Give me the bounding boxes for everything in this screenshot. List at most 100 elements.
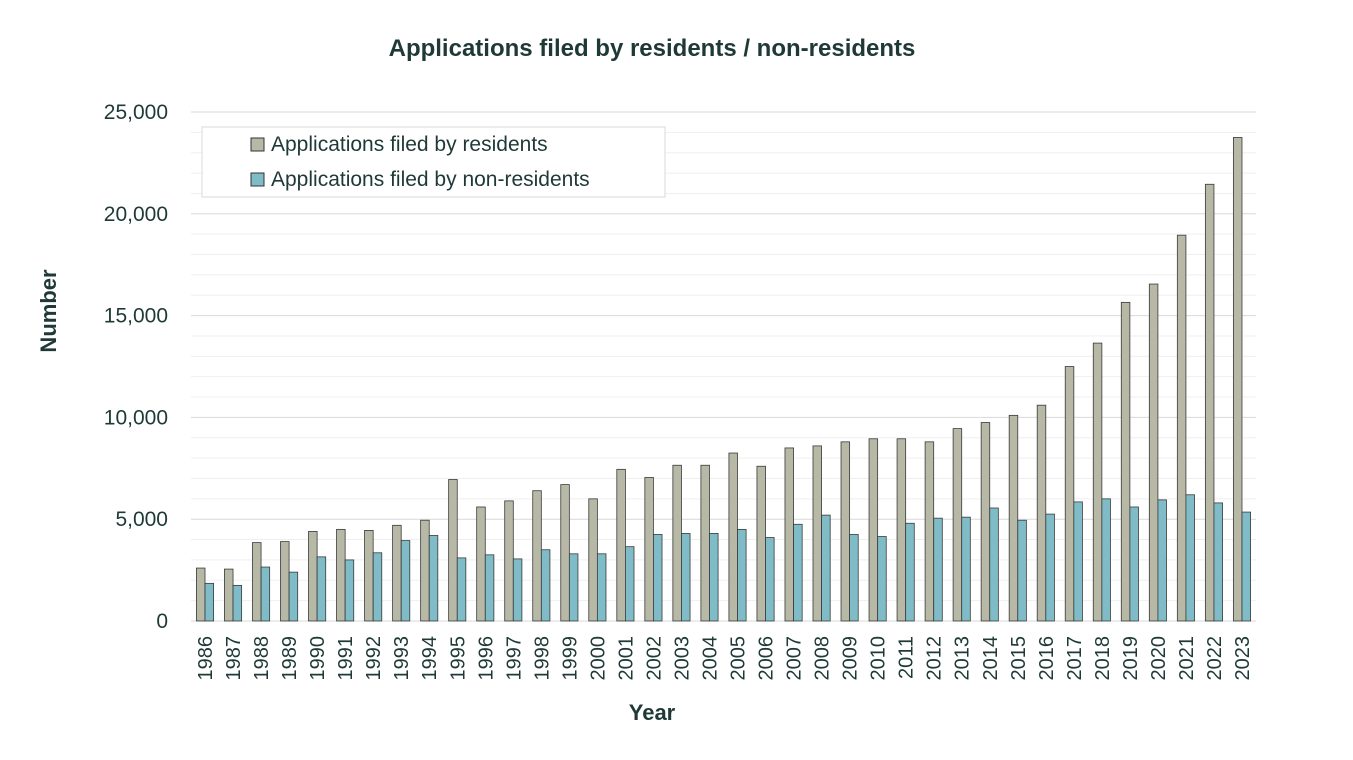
x-tick-label: 2019 bbox=[1120, 636, 1142, 681]
bar-residents-2005 bbox=[728, 452, 738, 622]
x-tick-label: 1996 bbox=[475, 636, 497, 681]
x-tick-label: 2013 bbox=[952, 636, 974, 681]
bar-residents-2011 bbox=[896, 438, 907, 622]
y-tick-label: 5,000 bbox=[115, 508, 168, 531]
x-axis-title: Year bbox=[629, 700, 676, 725]
bar-non-residents-1992 bbox=[372, 552, 383, 622]
bar-non-residents-2011 bbox=[905, 522, 915, 622]
legend-box bbox=[201, 126, 666, 198]
bar-non-residents-1986 bbox=[204, 582, 215, 622]
x-tick-label: 1997 bbox=[503, 636, 525, 681]
x-axis-ticks: 1986 1987 1988 1989 1990 1991 1992 1993 1994 1995… bbox=[195, 636, 1254, 681]
x-tick-label: 2018 bbox=[1092, 636, 1114, 681]
bar-non-residents-2019 bbox=[1129, 506, 1139, 622]
bar-residents-2018 bbox=[1092, 342, 1103, 622]
bar-residents-1999 bbox=[560, 484, 570, 622]
x-tick-label: 2003 bbox=[671, 636, 693, 681]
bar-residents-2000 bbox=[588, 498, 598, 622]
bar-non-residents-1995 bbox=[456, 557, 467, 622]
x-tick-label: 1993 bbox=[391, 636, 413, 681]
legend-label-residents: Applications filed by residents bbox=[271, 133, 548, 156]
x-tick-label: 2020 bbox=[1148, 636, 1170, 681]
bar-residents-2022 bbox=[1204, 183, 1215, 622]
y-tick-label: 0 bbox=[156, 610, 168, 633]
bar-non-residents-2014 bbox=[989, 507, 999, 622]
y-tick-label: 25,000 bbox=[104, 101, 168, 124]
bar-non-residents-2022 bbox=[1213, 502, 1223, 622]
x-tick-label: 2007 bbox=[784, 636, 806, 681]
bar-non-residents-1991 bbox=[344, 559, 355, 622]
bar-residents-1993 bbox=[392, 524, 402, 622]
bar-residents-1991 bbox=[336, 528, 346, 622]
x-tick-label: 1987 bbox=[223, 636, 245, 681]
x-tick-label: 2016 bbox=[1036, 636, 1058, 681]
chart-title: Applications filed by residents / non-re… bbox=[389, 35, 916, 62]
bar-non-residents-2015 bbox=[1017, 519, 1027, 622]
bar-non-residents-2007 bbox=[793, 523, 803, 622]
bar-non-residents-2002 bbox=[653, 534, 663, 622]
bar-non-residents-2010 bbox=[877, 536, 887, 622]
y-axis-title: Number bbox=[36, 269, 61, 353]
x-tick-label: 2002 bbox=[643, 636, 665, 681]
x-tick-label: 2006 bbox=[756, 636, 778, 681]
bar-non-residents-2012 bbox=[933, 517, 943, 622]
bar-residents-1996 bbox=[476, 506, 486, 622]
bar-residents-1994 bbox=[420, 519, 430, 622]
bar-residents-2023 bbox=[1232, 137, 1243, 622]
bar-non-residents-2017 bbox=[1073, 501, 1083, 622]
bar-non-residents-2018 bbox=[1101, 498, 1111, 622]
bar-non-residents-2004 bbox=[709, 533, 719, 622]
bar-residents-2014 bbox=[980, 422, 991, 622]
bar-residents-2016 bbox=[1036, 404, 1047, 622]
x-tick-label: 2011 bbox=[896, 636, 918, 679]
bar-non-residents-2005 bbox=[737, 528, 747, 622]
x-tick-label: 2009 bbox=[840, 636, 862, 681]
x-tick-label: 1994 bbox=[419, 636, 441, 681]
bar-residents-2009 bbox=[840, 441, 851, 622]
bar-non-residents-1993 bbox=[400, 540, 411, 622]
x-tick-label: 2021 bbox=[1176, 636, 1198, 681]
bar-non-residents-2001 bbox=[625, 546, 635, 622]
x-tick-label: 2005 bbox=[728, 636, 750, 681]
x-tick-label: 2017 bbox=[1064, 636, 1086, 681]
bar-residents-2010 bbox=[868, 438, 879, 622]
bar-residents-1992 bbox=[364, 530, 374, 622]
bar-non-residents-1997 bbox=[512, 558, 523, 622]
x-tick-label: 1989 bbox=[279, 636, 301, 681]
bar-non-residents-2000 bbox=[596, 553, 607, 622]
bar-non-residents-1988 bbox=[260, 566, 271, 622]
x-tick-label: 2014 bbox=[980, 636, 1002, 681]
bar-residents-1988 bbox=[252, 542, 262, 622]
bar-non-residents-1996 bbox=[484, 554, 495, 622]
bar-residents-2013 bbox=[952, 428, 963, 622]
bar-residents-2019 bbox=[1120, 301, 1131, 622]
bar-residents-2021 bbox=[1176, 234, 1187, 622]
bar-non-residents-1999 bbox=[568, 553, 579, 622]
x-tick-label: 2015 bbox=[1008, 636, 1030, 681]
x-tick-label: 1998 bbox=[531, 636, 553, 681]
bar-residents-1990 bbox=[308, 531, 318, 622]
bar-non-residents-1987 bbox=[232, 584, 243, 622]
bar-non-residents-1994 bbox=[428, 535, 439, 622]
bar-residents-2004 bbox=[700, 464, 710, 622]
x-tick-label: 2010 bbox=[868, 636, 890, 681]
bar-non-residents-2021 bbox=[1185, 494, 1195, 622]
bar-residents-1989 bbox=[280, 541, 290, 622]
bar-residents-2020 bbox=[1148, 283, 1159, 622]
bar-residents-2001 bbox=[616, 468, 626, 622]
x-tick-label: 2001 bbox=[615, 636, 637, 681]
x-tick-label: 1999 bbox=[559, 636, 581, 681]
y-tick-label: 10,000 bbox=[104, 406, 168, 429]
bar-residents-2002 bbox=[644, 477, 654, 622]
bar-residents-1998 bbox=[532, 490, 542, 622]
bar-non-residents-2006 bbox=[765, 537, 775, 622]
x-tick-label: 1992 bbox=[363, 636, 385, 681]
x-tick-label: 1995 bbox=[447, 636, 469, 681]
bar-non-residents-2013 bbox=[961, 516, 971, 622]
x-tick-label: 1990 bbox=[307, 636, 329, 681]
bar-non-residents-2020 bbox=[1157, 499, 1167, 622]
gridlines bbox=[191, 111, 1256, 622]
bar-non-residents-2008 bbox=[821, 514, 831, 622]
